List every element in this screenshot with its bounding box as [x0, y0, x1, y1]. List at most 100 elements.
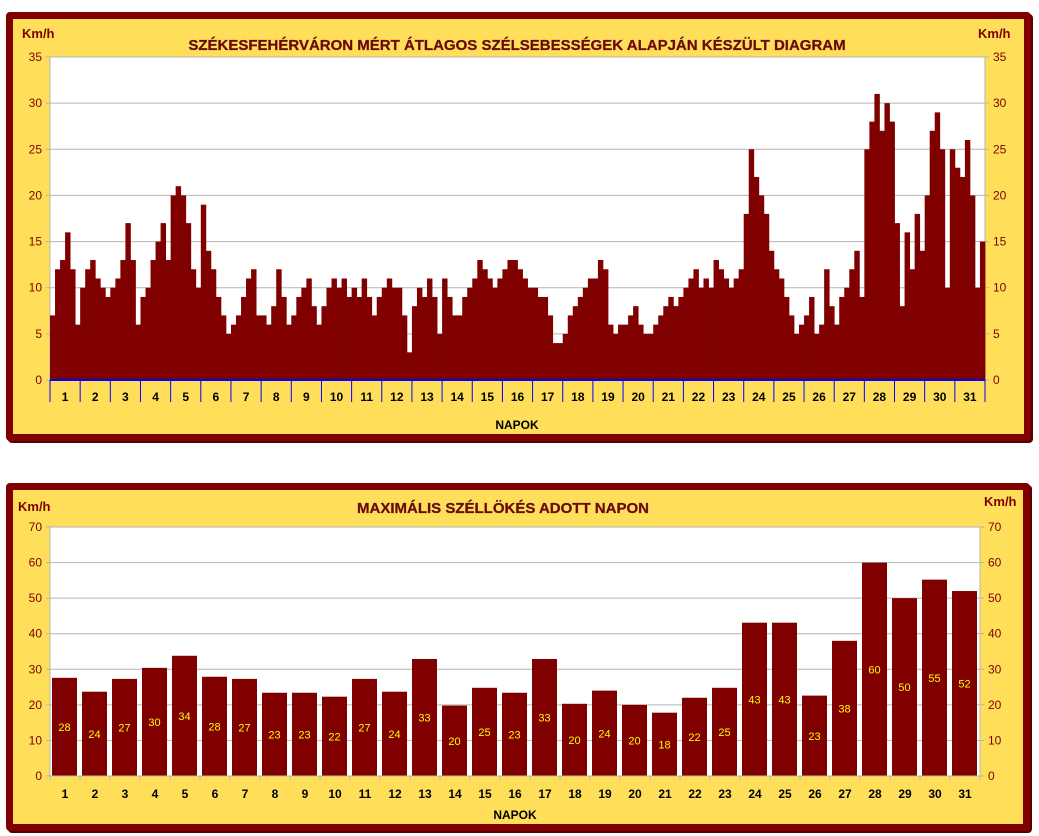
data-label: 34 [178, 711, 190, 723]
x-tick-label: 30 [928, 787, 942, 801]
data-bar [914, 213, 921, 380]
x-tick-label: 11 [359, 787, 372, 801]
data-bar [457, 315, 463, 380]
data-bar [879, 130, 885, 380]
x-tick-label: 31 [958, 787, 972, 801]
x-tick-label: 1 [62, 787, 69, 801]
data-bar [100, 287, 106, 380]
data-bar [492, 287, 498, 380]
x-tick-label: 25 [778, 787, 792, 801]
data-bar [678, 296, 684, 380]
data-bar [753, 176, 760, 380]
data-bar [618, 324, 624, 380]
data-bar [296, 296, 302, 380]
x-tick-label: 4 [152, 390, 159, 404]
data-bar [155, 241, 161, 380]
data-bar [432, 296, 438, 380]
y-tick-label-right: 30 [993, 96, 1007, 110]
y-tick-label-right: 15 [993, 235, 1007, 249]
data-bar [371, 315, 378, 380]
y-axis-label-right: Km/h [984, 494, 1017, 509]
data-label: 28 [58, 722, 70, 734]
x-tick-label: 8 [273, 390, 280, 404]
data-bar [251, 269, 257, 380]
data-bar [522, 278, 528, 380]
data-label: 20 [448, 736, 460, 748]
x-tick-label: 6 [212, 787, 219, 801]
data-bar [286, 324, 292, 380]
x-tick-label: 24 [748, 787, 762, 801]
x-tick-label: 26 [812, 390, 826, 404]
data-bar [421, 296, 428, 380]
data-bar [437, 333, 443, 380]
data-bar [140, 296, 146, 380]
data-bar [542, 296, 549, 380]
data-bar [892, 598, 917, 776]
chart-title: SZÉKESFEHÉRVÁRON MÉRT ÁTLAGOS SZÉLSEBESS… [188, 37, 845, 54]
data-bar [165, 260, 172, 380]
x-tick-label: 15 [478, 787, 492, 801]
data-label: 60 [868, 664, 880, 676]
data-bar [602, 269, 609, 380]
data-label: 52 [958, 679, 970, 691]
data-bar [135, 324, 141, 380]
data-label: 24 [598, 728, 610, 740]
data-bar [391, 287, 398, 380]
data-bar [834, 324, 840, 380]
y-tick-label-right: 5 [993, 327, 1000, 341]
x-tick-label: 7 [242, 787, 249, 801]
data-bar [954, 167, 961, 380]
x-tick-label: 27 [838, 787, 852, 801]
data-bar [849, 269, 855, 380]
data-bar [607, 324, 614, 380]
data-bar [172, 655, 197, 776]
data-bar [70, 269, 76, 380]
data-bar [261, 315, 267, 380]
data-bar [723, 278, 730, 380]
data-bar [406, 352, 413, 380]
data-bar [758, 195, 765, 380]
data-label: 50 [898, 682, 910, 694]
x-tick-label: 8 [272, 787, 279, 801]
data-bar [356, 296, 363, 380]
data-bar [613, 333, 619, 380]
y-axis-label-left: Km/h [18, 499, 51, 514]
x-tick-label: 18 [568, 787, 582, 801]
data-bar [738, 269, 745, 380]
data-bar [537, 296, 544, 380]
data-bar [793, 333, 800, 380]
data-bar [899, 306, 905, 380]
data-label: 22 [688, 732, 700, 744]
data-label: 55 [928, 673, 940, 685]
data-bar [929, 130, 936, 380]
y-tick-label-right: 20 [988, 698, 1002, 712]
x-tick-label: 31 [963, 390, 977, 404]
data-bar [50, 315, 56, 380]
data-bar [527, 287, 533, 380]
data-bar [306, 278, 312, 380]
data-bar [301, 287, 307, 380]
x-tick-label: 29 [903, 390, 917, 404]
y-tick-label-right: 30 [988, 662, 1002, 676]
y-tick-label-left: 40 [29, 627, 43, 641]
y-tick-label-right: 40 [988, 627, 1002, 641]
data-bar [195, 287, 202, 380]
x-tick-label: 2 [92, 787, 99, 801]
data-bar [411, 306, 418, 380]
data-bar [382, 691, 407, 776]
data-bar [351, 287, 358, 380]
data-bar [170, 195, 177, 380]
data-bar [90, 260, 96, 380]
data-bar [804, 315, 810, 380]
data-bar [894, 223, 900, 380]
data-bar [974, 287, 981, 380]
x-axis-label: NAPOK [493, 808, 537, 822]
data-label: 24 [388, 729, 400, 741]
data-label: 25 [478, 727, 490, 739]
x-tick-label: 12 [388, 787, 402, 801]
data-bar [230, 324, 237, 380]
x-tick-label: 28 [868, 787, 882, 801]
data-bar [773, 269, 780, 380]
data-bar [185, 223, 192, 380]
